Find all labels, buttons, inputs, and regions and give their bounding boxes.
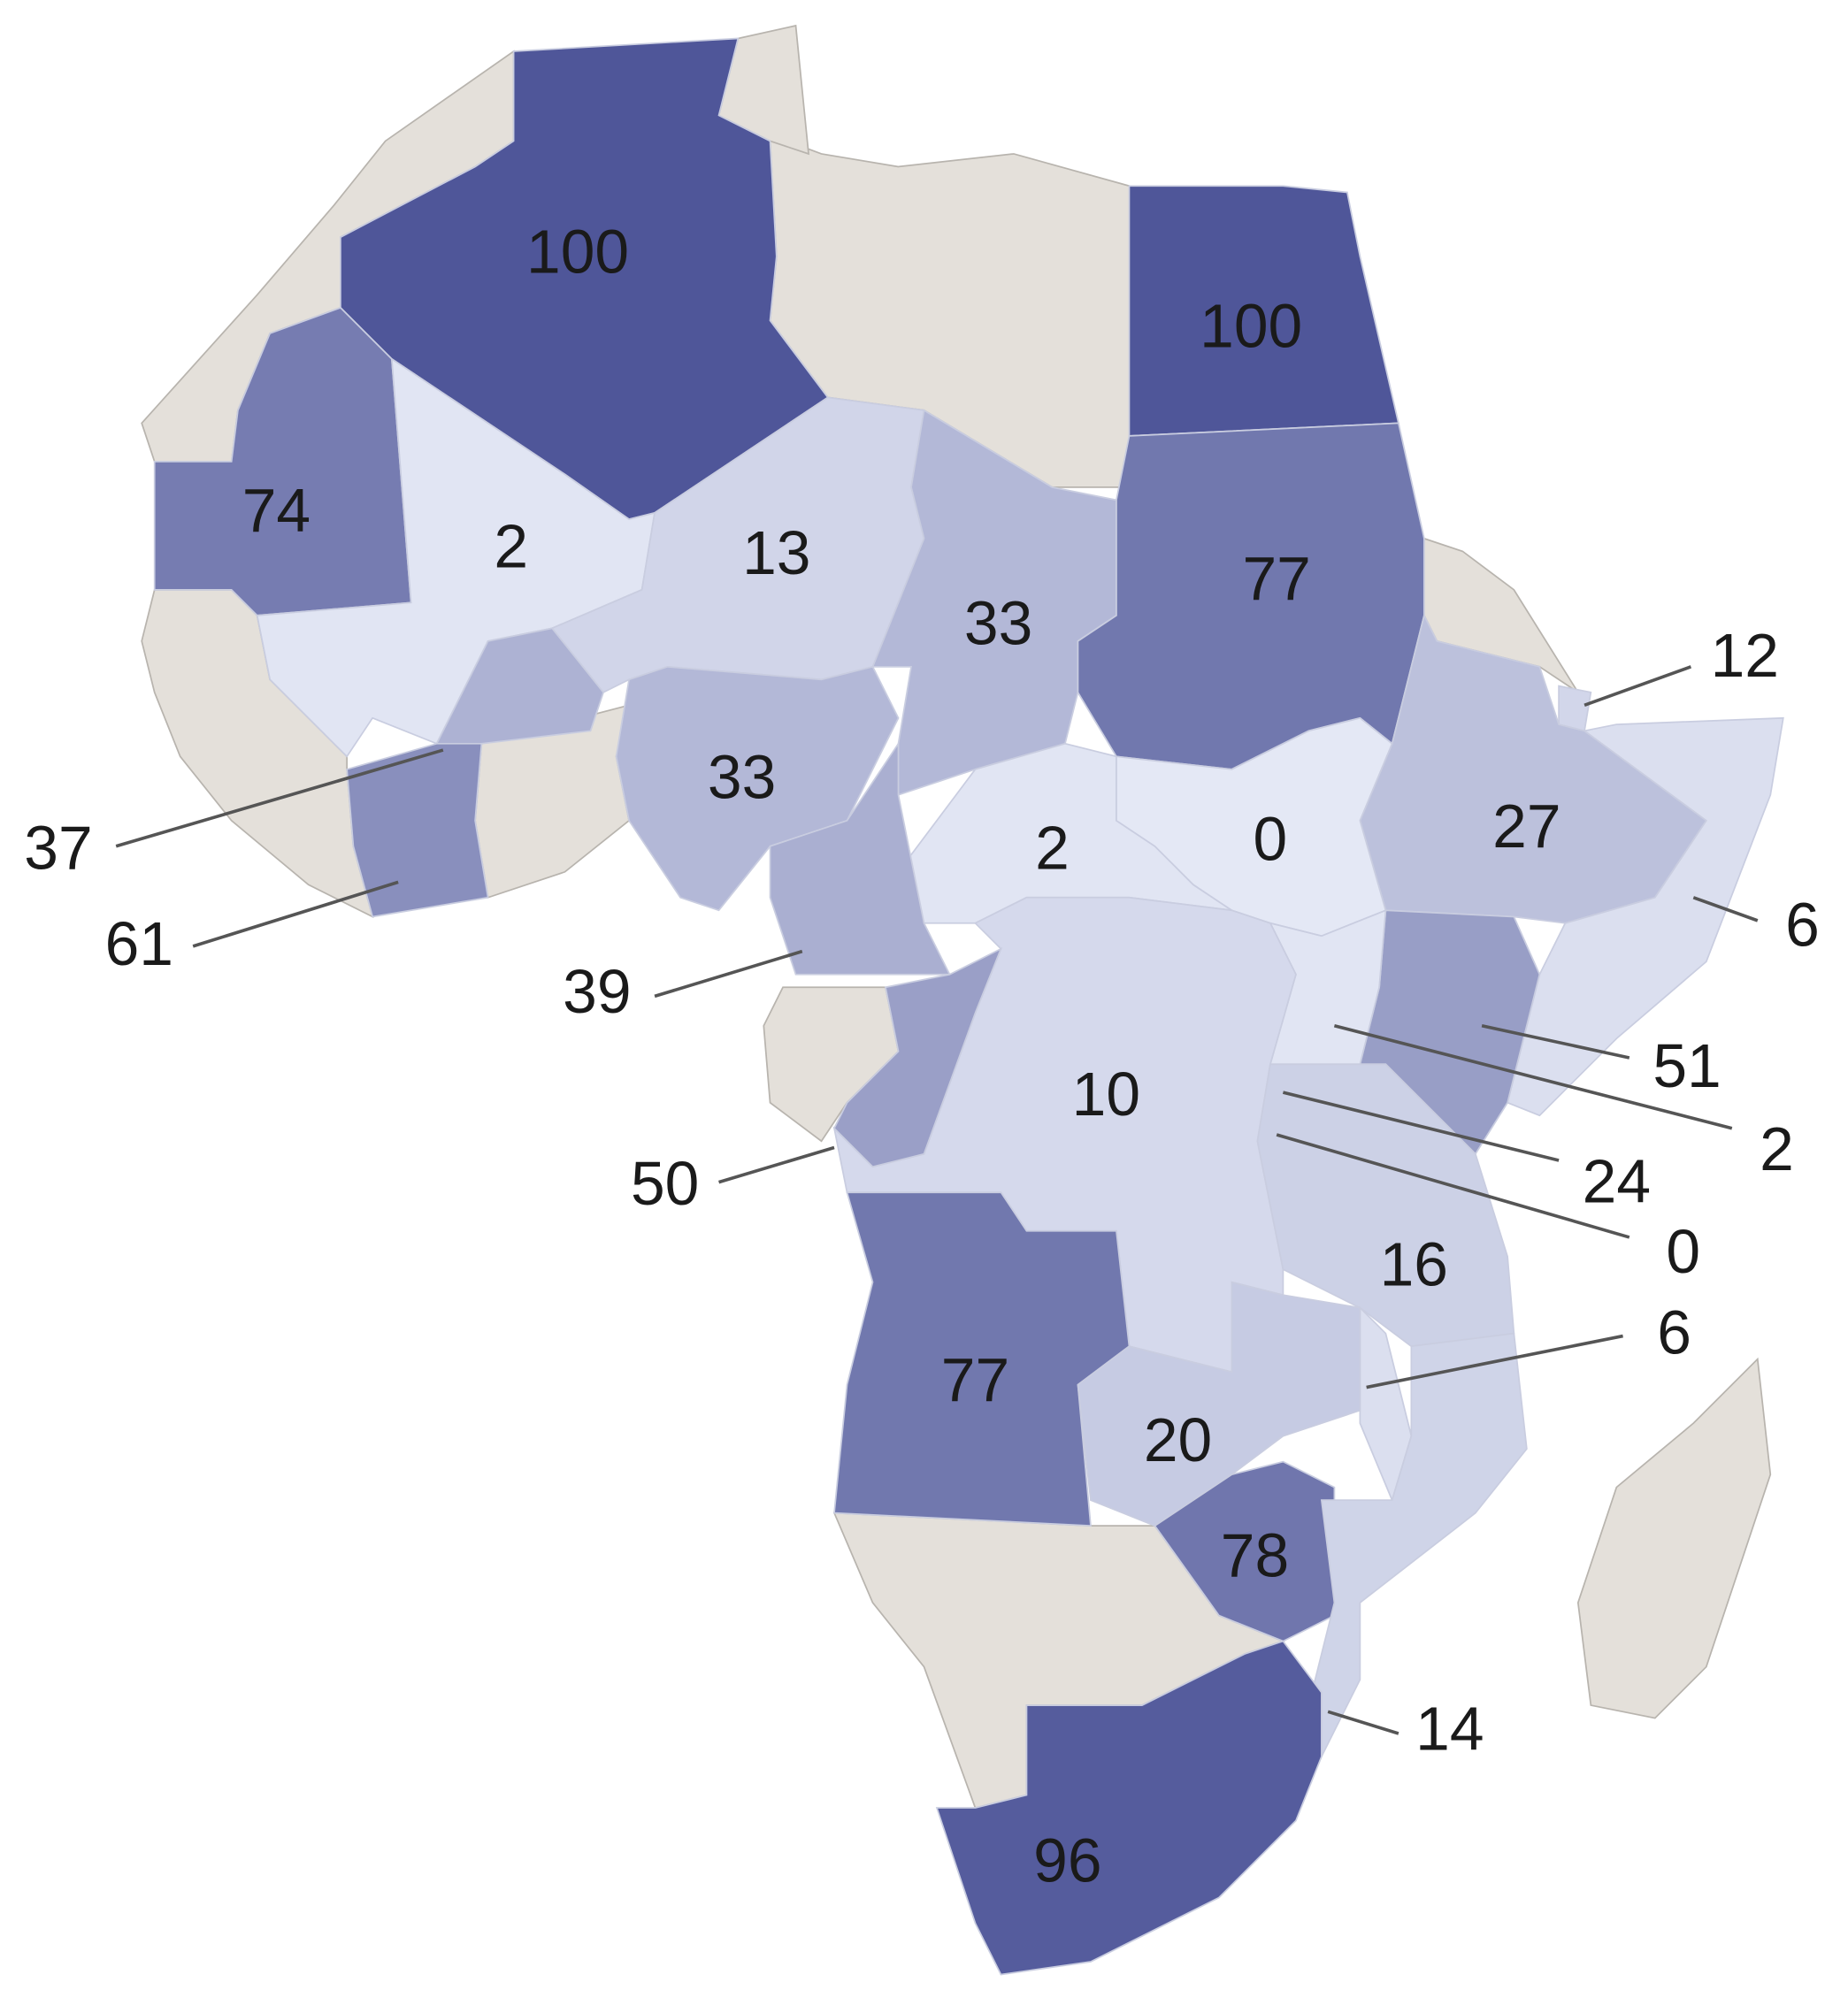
region-value-label: 37	[24, 813, 92, 882]
leader-line	[192, 880, 399, 948]
region-value-label: 0	[1666, 1217, 1700, 1286]
no-data-countries	[141, 24, 1772, 1810]
region-value-label: 6	[1785, 890, 1820, 959]
leader-line	[1333, 1023, 1733, 1130]
region-value-label: 2	[1035, 813, 1070, 882]
region-value-label: 2	[1760, 1114, 1794, 1183]
region-value-label: 16	[1380, 1230, 1448, 1299]
leader-line	[1481, 1023, 1630, 1060]
leader-line	[718, 1145, 835, 1184]
leader-line	[654, 949, 803, 999]
region-value-label: 0	[1254, 804, 1288, 873]
leader-line	[1327, 1710, 1399, 1735]
region-value-label: 51	[1652, 1031, 1721, 1100]
leader-line	[1276, 1133, 1630, 1239]
region-value-label: 33	[964, 589, 1032, 658]
region-value-label: 74	[242, 476, 311, 545]
region-value-label: 78	[1221, 1521, 1289, 1590]
region-value-label: 27	[1492, 792, 1560, 861]
region	[153, 306, 412, 616]
region-value-label: 33	[708, 743, 776, 812]
region-value-label: 39	[563, 957, 631, 1026]
leader-line	[1282, 1091, 1560, 1162]
region-value-label: 10	[1072, 1060, 1140, 1129]
region	[935, 1640, 1323, 1976]
region-value-label: 20	[1144, 1405, 1212, 1474]
region-value-label: 77	[1242, 544, 1310, 613]
region-value-label: 100	[1200, 291, 1302, 360]
leader-line	[115, 748, 444, 848]
country-no-data	[1576, 1357, 1772, 1719]
region	[1507, 716, 1784, 1117]
region-value-label: 77	[941, 1345, 1009, 1414]
region-value-label: 61	[105, 909, 173, 978]
region-value-label: 50	[631, 1149, 699, 1218]
region-value-label: 96	[1033, 1826, 1101, 1895]
region-value-label: 6	[1657, 1297, 1691, 1366]
region	[769, 740, 951, 976]
leader-line	[1692, 896, 1759, 922]
leader-line	[1366, 1334, 1623, 1389]
region	[346, 742, 489, 918]
region-value-label: 100	[526, 217, 629, 286]
region-value-label: 2	[494, 512, 528, 581]
leader-line	[1583, 665, 1692, 708]
region-value-label: 14	[1415, 1694, 1484, 1763]
region	[1077, 1281, 1361, 1527]
regions	[153, 37, 1784, 1976]
region	[1558, 685, 1592, 732]
region-value-label: 12	[1711, 621, 1779, 690]
region-value-label: 13	[742, 518, 810, 587]
region	[832, 946, 1003, 1168]
region-value-label: 24	[1583, 1146, 1651, 1215]
